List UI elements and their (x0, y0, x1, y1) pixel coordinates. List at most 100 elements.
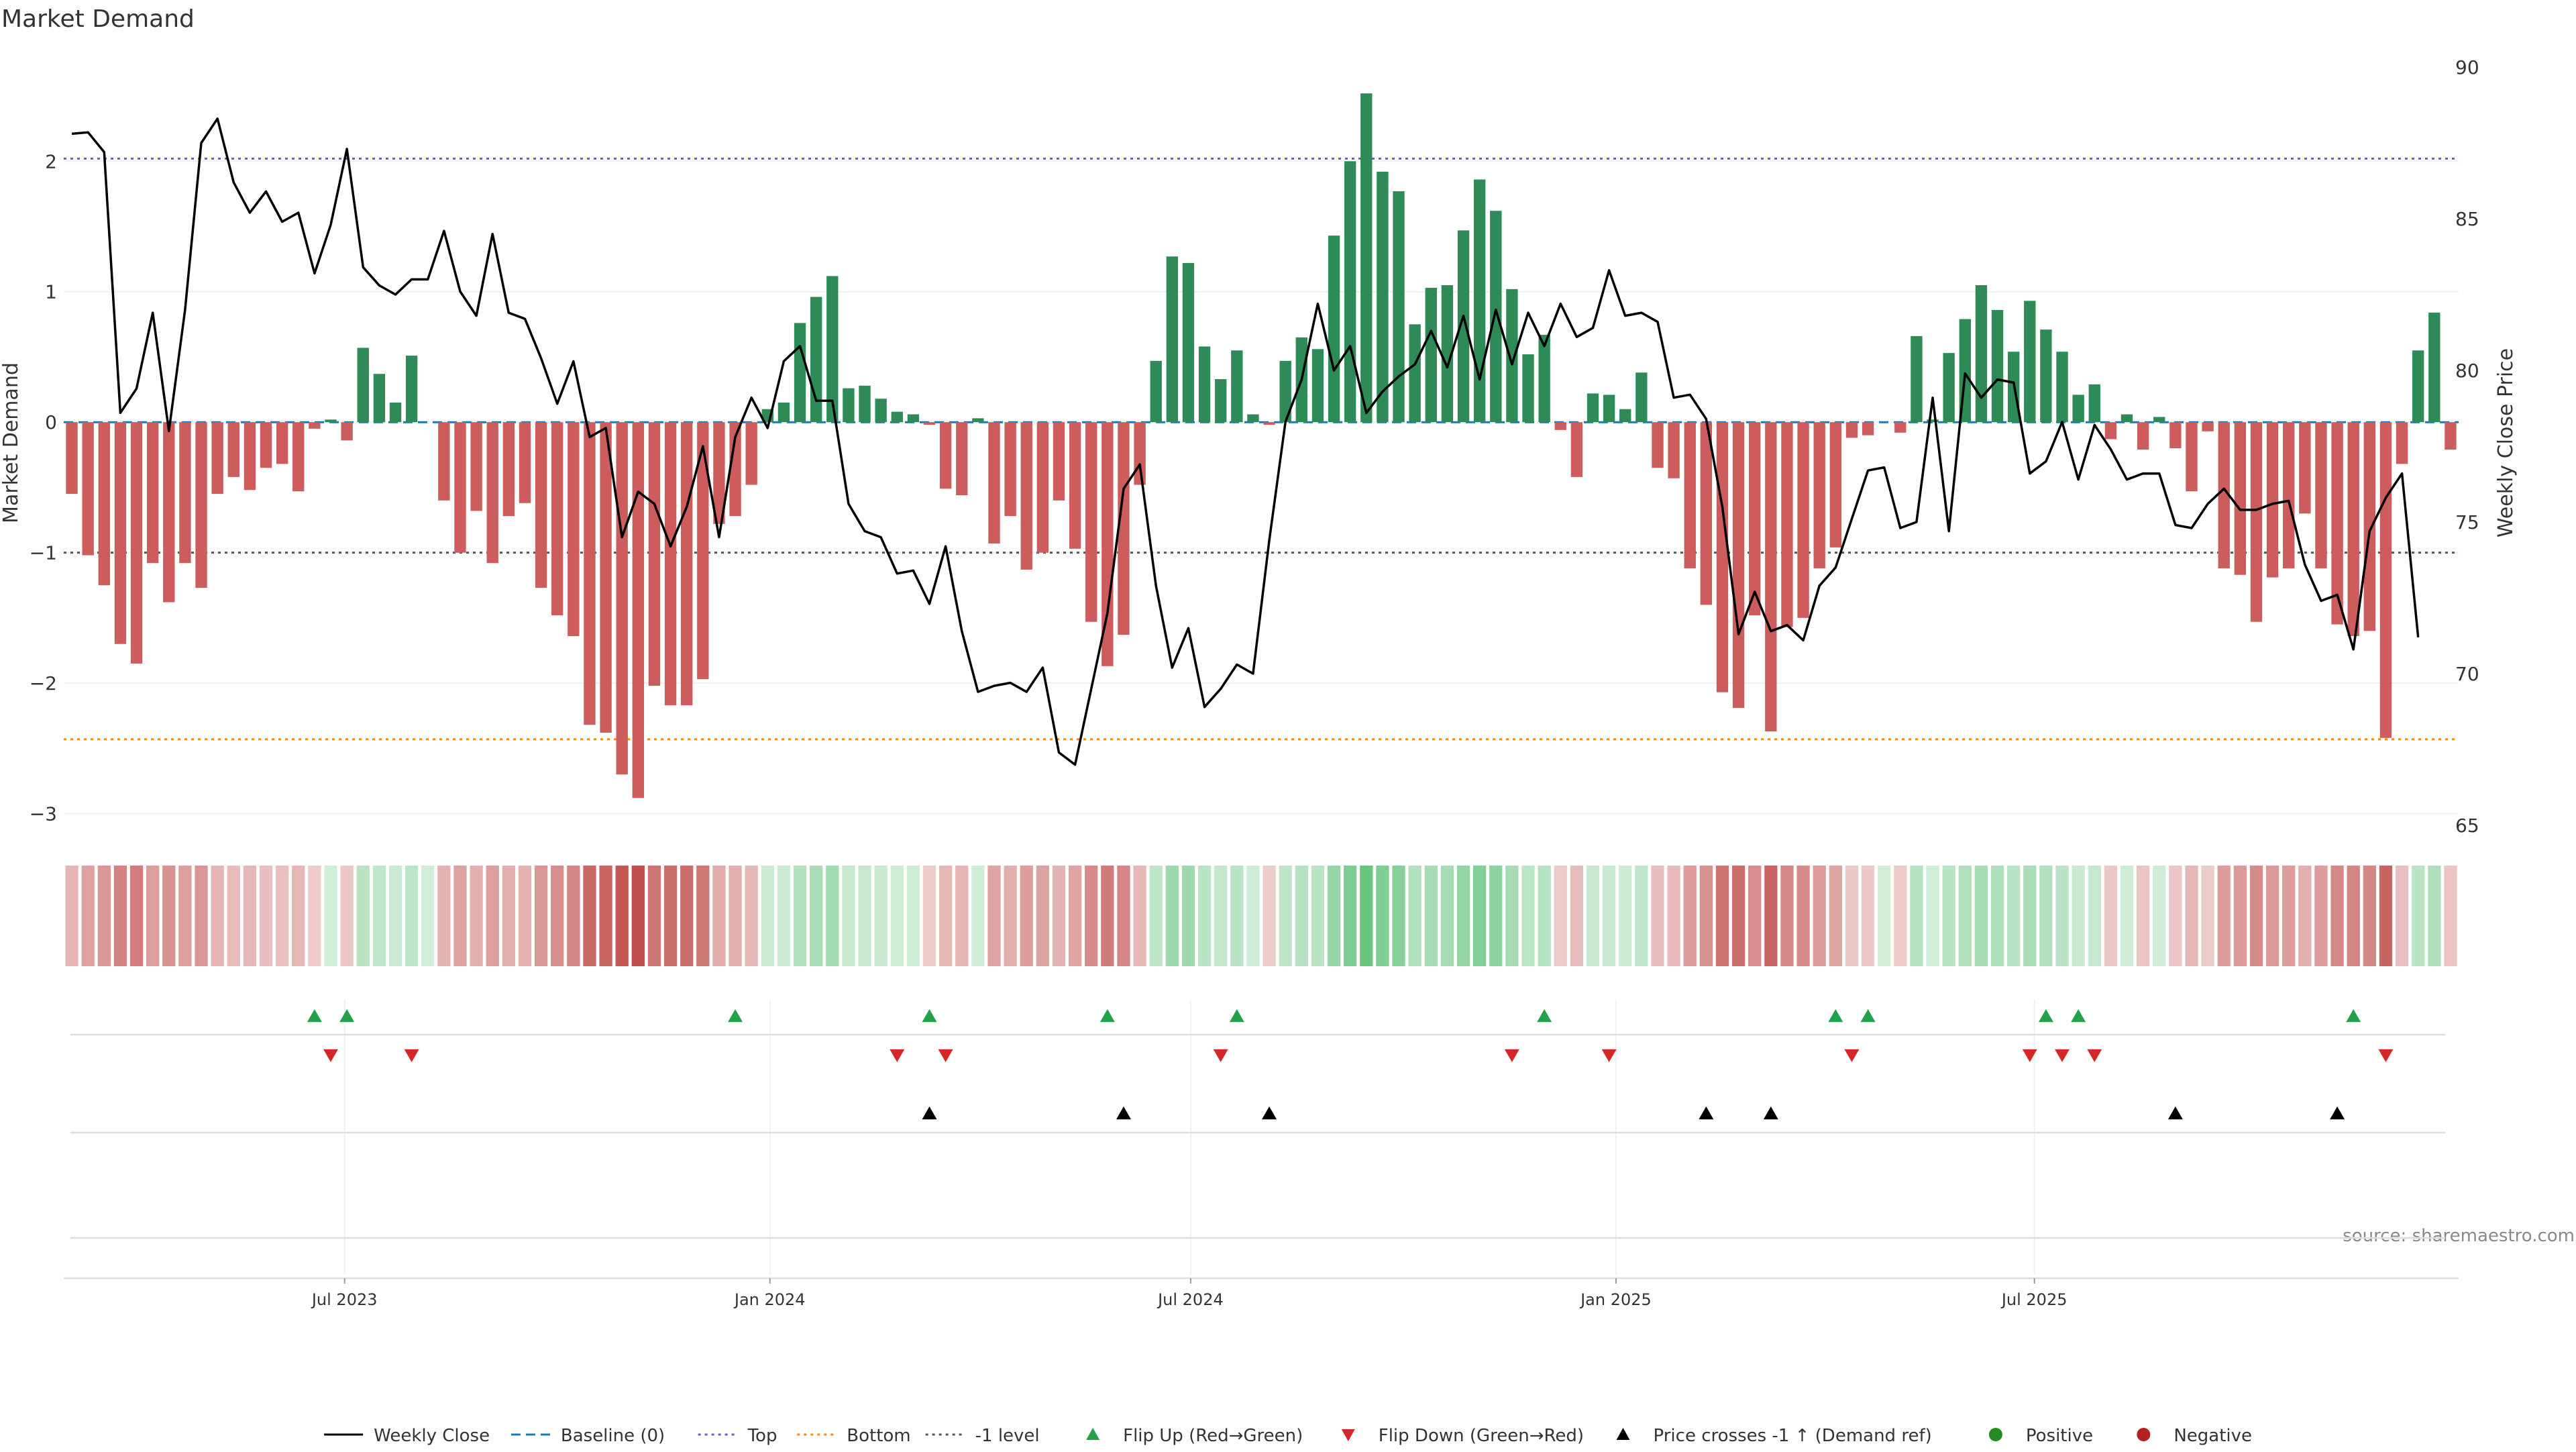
heat-cell (1020, 866, 1033, 966)
heat-cell (729, 866, 742, 966)
demand-bar (2331, 422, 2343, 625)
heat-cell (1974, 866, 1988, 966)
heat-cell (470, 866, 483, 966)
demand-bars (66, 93, 2457, 798)
heat-cell (1068, 866, 1082, 966)
heat-cell (2153, 866, 2166, 966)
heat-cell (1796, 866, 1810, 966)
legend-label: Negative (2174, 1426, 2252, 1446)
demand-bar (454, 422, 466, 553)
demand-bar (1425, 287, 1437, 423)
demand-bar (1829, 422, 1842, 548)
demand-bar (1279, 360, 1291, 423)
heat-cell (2233, 866, 2247, 966)
demand-bar (1311, 349, 1324, 423)
legend-item: -1 level (925, 1426, 1040, 1446)
heat-cell (1197, 866, 1212, 966)
flip-down-marker (323, 1049, 339, 1062)
flip-down-marker (1844, 1049, 1860, 1062)
demand-bar (130, 422, 143, 664)
x-tick-label: Jul 2024 (1157, 1290, 1224, 1309)
heat-cell (1456, 866, 1470, 966)
demand-bar (1975, 285, 1988, 423)
heat-strip (65, 866, 2457, 966)
demand-bar (875, 399, 887, 423)
demand-bar (1360, 93, 1373, 423)
demand-bar (1797, 422, 1809, 618)
flip-down-marker (938, 1049, 953, 1062)
heat-cell (2023, 866, 2037, 966)
demand-bar (66, 422, 78, 495)
heat-cell (1764, 866, 1778, 966)
demand-bar (632, 422, 645, 798)
legend-label: -1 level (975, 1426, 1040, 1446)
demand-bar (1377, 171, 1389, 423)
demand-bar (1845, 422, 1858, 438)
legend-item: Baseline (0) (511, 1426, 665, 1446)
heat-cell (292, 866, 305, 966)
heat-cell (2120, 866, 2134, 966)
heat-cell (518, 866, 532, 966)
demand-bar (1538, 334, 1550, 423)
demand-bar (2234, 422, 2247, 575)
price-cross-marker (1262, 1106, 1277, 1120)
demand-bar (2121, 414, 2133, 423)
demand-bar (891, 411, 903, 423)
demand-bar (600, 422, 612, 733)
heat-cell (1360, 866, 1373, 966)
y-tick-label-right: 65 (2455, 815, 2479, 837)
demand-bar (1263, 422, 1275, 425)
demand-bar (260, 422, 272, 468)
legend-label: Flip Down (Green→Red) (1379, 1426, 1584, 1446)
demand-bar (1781, 422, 1793, 627)
heat-cell (1683, 866, 1697, 966)
heat-cell (1619, 866, 1632, 966)
heat-cell (567, 866, 580, 966)
demand-bar (1991, 309, 2004, 423)
weekly-close-line (71, 117, 2420, 766)
demand-bar (195, 422, 207, 588)
heat-cell (777, 866, 791, 966)
demand-bar (2412, 350, 2424, 423)
x-ticks: Jul 2023 Jan 2024 Jul 2024 Jan 2025 Jul 2025 (311, 1278, 2068, 1309)
heat-cell (1651, 866, 1664, 966)
demand-bar (826, 276, 839, 423)
demand-bar (2072, 395, 2084, 423)
heat-cell (1165, 866, 1179, 966)
demand-bar (1393, 191, 1405, 423)
demand-bar (2428, 312, 2440, 423)
heat-cell (1715, 866, 1729, 966)
heat-cell (2039, 866, 2053, 966)
heat-cell (971, 866, 985, 966)
demand-bar (664, 422, 677, 706)
demand-bar (2445, 422, 2457, 450)
demand-bar (325, 419, 337, 423)
legend-label: Positive (2026, 1426, 2093, 1446)
heat-cell (1004, 866, 1017, 966)
heat-cell (696, 866, 710, 966)
flip-up-marker (339, 1009, 355, 1023)
legend-swatch (2137, 1428, 2151, 1441)
heat-cell (437, 866, 451, 966)
demand-bar (2283, 422, 2295, 568)
demand-bar (2299, 422, 2311, 514)
heat-cell (1036, 866, 1050, 966)
heat-cell (340, 866, 354, 966)
heat-cell (1926, 866, 1939, 966)
demand-bar (2088, 384, 2100, 423)
heat-cell (583, 866, 596, 966)
heat-cell (2444, 866, 2457, 966)
heat-cell (906, 866, 920, 966)
chart-title: Market Demand (1, 5, 195, 33)
demand-bar (1085, 422, 1097, 622)
demand-bar (1231, 350, 1243, 423)
legend-label: Bottom (847, 1426, 910, 1446)
heat-cell (922, 866, 936, 966)
price-cross-marker (1116, 1106, 1131, 1120)
demand-bar (859, 385, 871, 423)
heat-cell (1117, 866, 1130, 966)
heat-cell (1910, 866, 1923, 966)
legend-label: Baseline (0) (561, 1426, 665, 1446)
legend-label: Top (747, 1426, 777, 1446)
